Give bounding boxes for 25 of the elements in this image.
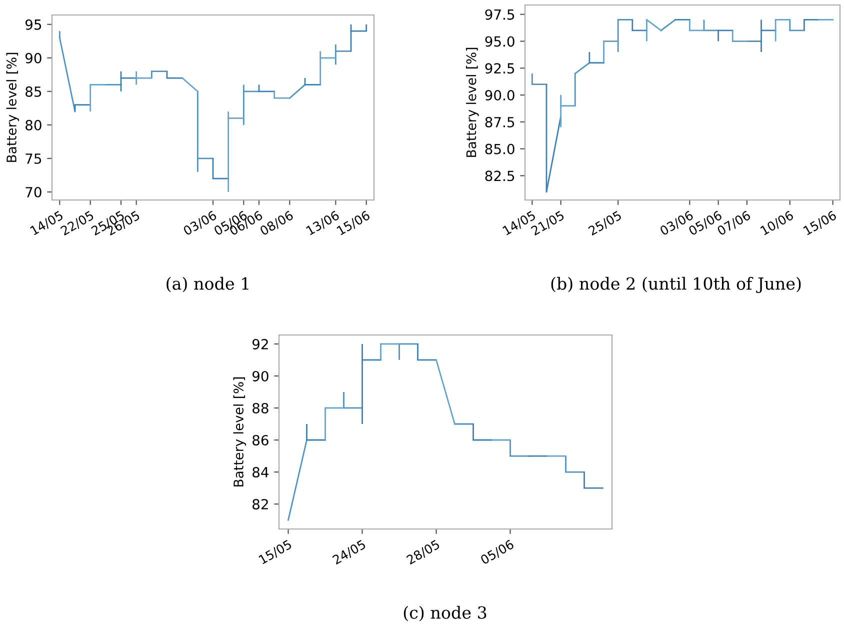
y-tick-label: 97.5	[485, 9, 514, 20]
y-tick-label: 70	[26, 186, 42, 198]
text: (c) node 3	[404, 606, 486, 622]
y-tick-label: 90	[252, 370, 268, 382]
y-tick-label: 82	[252, 499, 268, 510]
y-tick-label: 90.0	[485, 90, 514, 100]
y-tick-label: 95.0	[485, 36, 514, 47]
y-tick-label: 84	[252, 466, 268, 478]
y-axis-title: Battery level [%]	[466, 48, 479, 157]
y-tick-label: 92	[252, 338, 268, 350]
y-tick-label: 92.5	[485, 63, 514, 74]
y-tick-label: 86	[252, 434, 268, 446]
text: (a) node 1	[166, 276, 248, 292]
text: (b) node 2 (until 10th of June)	[551, 276, 801, 294]
y-axis-title: Battery level [%]	[233, 377, 246, 486]
y-tick-label: 95	[25, 19, 42, 30]
y-tick-label: 80	[26, 120, 42, 130]
y-axis-title: Battery level [%]	[6, 52, 20, 162]
y-tick-label: 90	[25, 52, 42, 64]
y-tick-label: 82.5	[485, 170, 514, 182]
y-tick-label: 85.0	[485, 144, 514, 154]
y-tick-label: 87.5	[485, 116, 514, 128]
y-tick-label: 75	[26, 154, 42, 164]
y-tick-label: 88	[252, 402, 268, 414]
y-tick-label: 85	[26, 86, 42, 97]
